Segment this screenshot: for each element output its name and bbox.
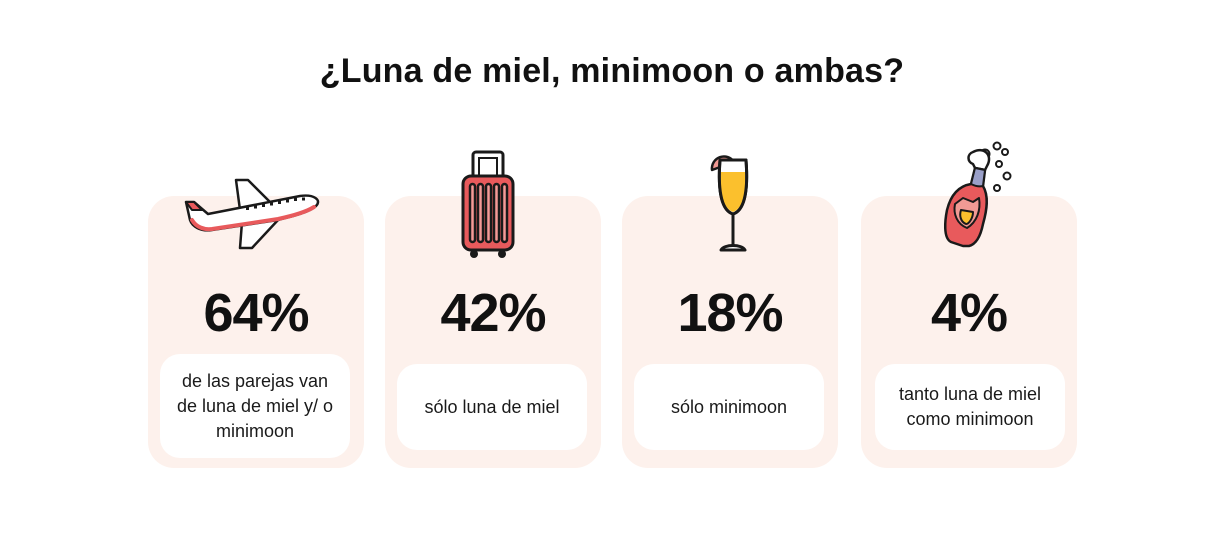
suitcase-icon (461, 150, 515, 258)
stat-percent: 64% (203, 283, 309, 343)
stat-description: sólo minimoon (634, 364, 824, 450)
airplane-icon (184, 178, 320, 250)
stat-card-minimoon-only: 18% sólo minimoon (622, 155, 838, 468)
stat-description: tanto luna de miel como minimoon (875, 364, 1065, 450)
stat-description: sólo luna de miel (397, 364, 587, 450)
champagne-bottle-icon (944, 141, 1012, 248)
stat-percent: 4% (930, 283, 1008, 343)
stat-percent: 18% (677, 283, 783, 343)
stat-card-honeymoon-only: 42% sólo luna de miel (385, 150, 601, 468)
stat-percent: 42% (440, 283, 546, 343)
page-title: ¿Luna de miel, minimoon o ambas? (319, 52, 905, 90)
stat-card-both: 4% tanto luna de miel como minimoon (861, 141, 1077, 468)
stat-card-honeymoon-or-minimoon: 64% de las parejas van de luna de miel y… (148, 178, 364, 468)
stat-description: de las parejas van de luna de miel y/ o … (160, 354, 350, 458)
champagne-glass-icon (710, 155, 749, 252)
